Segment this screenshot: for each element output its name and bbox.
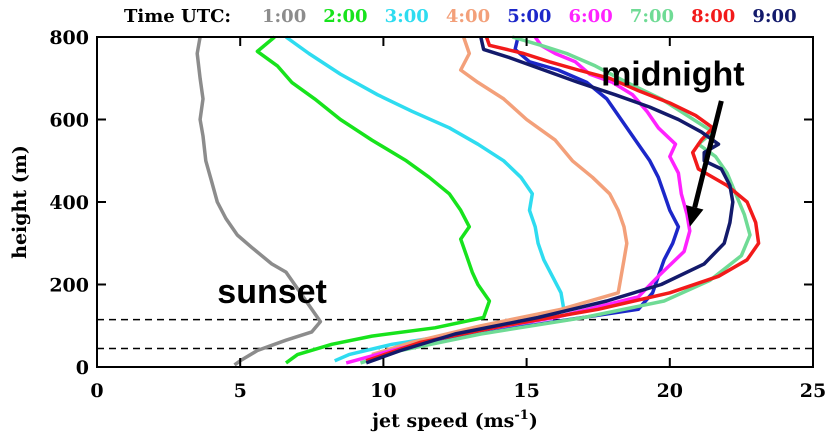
legend-item-5-00: 5:00 [507,6,551,27]
legend-item-4-00: 4:00 [446,6,490,27]
y-tick-label: 0 [76,357,89,379]
series-line-1-00 [195,36,323,367]
x-axis-label-close: ) [529,410,538,432]
y-tick-label: 400 [49,192,89,214]
x-tick-label: 20 [657,380,683,402]
legend-item-2-00: 2:00 [323,6,367,27]
x-axis-label-main: jet speed (ms [370,410,514,432]
y-tick-label: 800 [49,27,89,49]
x-tick-label: 15 [513,380,539,402]
sunset-annotation: sunset [217,273,327,311]
series-line-6-00 [345,36,692,365]
x-tick-label: 5 [234,380,247,402]
midnight-arrow-head [685,205,704,227]
x-axis-label-exponent: -1 [514,408,528,423]
legend-item-6-00: 6:00 [569,6,613,27]
legend-item-1-00: 1:00 [262,6,306,27]
series-line-2-00 [255,35,492,365]
ticks: 0 5 10 15 20 25 0 200 400 600 800 [49,27,826,402]
series-line-8-00 [365,36,761,363]
series-layer [195,35,761,367]
legend: Time UTC: 1:00 2:00 3:00 4:00 5:00 6:00 7:00 8:… [124,6,797,27]
y-axis-label: height (m) [9,145,31,259]
annotations: sunset midnight [217,55,744,311]
legend-item-7-00: 7:00 [630,6,674,27]
midnight-annotation: midnight [601,55,745,93]
midnight-arrow [692,100,724,208]
legend-title: Time UTC: [124,6,231,27]
x-tick-label: 10 [370,380,396,402]
series-line-7-00 [359,35,752,365]
x-tick-label: 0 [90,380,103,402]
series-line-9-00 [365,36,735,365]
legend-item-3-00: 3:00 [385,6,429,27]
y-tick-label: 200 [49,275,89,297]
series-line-3-00 [284,35,566,363]
legend-item-8-00: 8:00 [691,6,735,27]
x-tick-label: 25 [800,380,826,402]
y-tick-label: 600 [49,110,89,132]
series-line-4-00 [371,36,629,357]
x-axis-label: jet speed (ms-1) [370,408,538,432]
legend-item-9-00: 9:00 [752,6,796,27]
